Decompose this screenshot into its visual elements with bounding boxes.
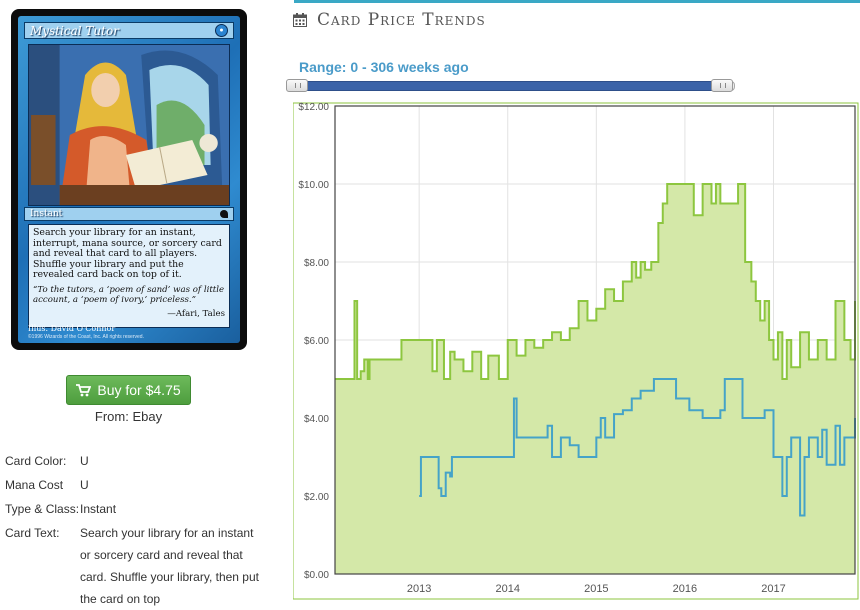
price-trends-header: Card Price Trends [293, 10, 486, 30]
x-tick-label: 2015 [584, 583, 608, 595]
y-axis-ticks: $0.00 $2.00 $4.00 $6.00 $8.00 $10.00 $12.00 [298, 102, 329, 581]
slider-handle-min[interactable] [286, 79, 308, 92]
detail-label: Card Color: [5, 454, 67, 468]
x-tick-label: 2017 [761, 583, 785, 595]
x-tick-label: 2013 [407, 583, 431, 595]
detail-value: Search your library for an instant or so… [80, 526, 259, 606]
y-tick-label: $4.00 [304, 414, 329, 425]
x-axis-ticks: 2013 2014 2015 2016 2017 [407, 583, 786, 595]
detail-value: Instant [80, 502, 117, 516]
y-tick-label: $8.00 [304, 258, 329, 269]
card-name: Mystical Tutor [30, 23, 119, 38]
detail-value: U [80, 454, 89, 468]
card-image: Mystical Tutor ● Instant [11, 9, 247, 350]
range-slider[interactable] [286, 79, 735, 93]
card-details: Card Color: U Mana Cost U Type & Class: … [5, 450, 267, 610]
detail-row-color: Card Color: U [5, 450, 267, 474]
card-type-bar: Instant [24, 207, 234, 221]
series-blue-line [419, 378, 856, 517]
y-tick-label: $0.00 [304, 570, 329, 581]
detail-row-card-text: Card Text: Search your library for an in… [5, 522, 267, 610]
detail-label: Card Text: [5, 526, 60, 540]
slider-handle-max[interactable] [711, 79, 733, 92]
blue-mana-icon: ● [215, 24, 228, 37]
card-artwork [28, 44, 230, 206]
detail-row-mana-cost: Mana Cost U [5, 474, 267, 498]
buy-button-label: Buy for $4.75 [97, 382, 181, 398]
card-illustrator: Illus. David O'Connor [28, 324, 116, 333]
x-tick-label: 2016 [673, 583, 697, 595]
card-flavor-attribution: —Afari, Tales [167, 309, 225, 320]
set-symbol-icon [220, 210, 228, 218]
detail-value: U [80, 478, 89, 492]
buy-button[interactable]: Buy for $4.75 [66, 375, 191, 405]
series-green-line [335, 183, 856, 380]
detail-label: Mana Cost [5, 478, 64, 492]
card-rules-text: Search your library for an instant, inte… [33, 227, 222, 281]
detail-row-type: Type & Class: Instant [5, 498, 267, 522]
card-flavor-text: “To the tutors, a ‘poem of sand’ was of … [33, 284, 225, 305]
series-green-area [335, 184, 855, 574]
y-tick-label: $2.00 [304, 492, 329, 503]
card-text-box: Search your library for an instant, inte… [28, 224, 230, 328]
card-copyright: ©1996 Wizards of the Coast, Inc. All rig… [28, 334, 144, 340]
price-trends-title: Card Price Trends [317, 10, 486, 30]
y-tick-label: $6.00 [304, 336, 329, 347]
section-top-rule [294, 0, 860, 3]
detail-label: Type & Class: [5, 502, 80, 516]
y-tick-label: $12.00 [298, 102, 329, 113]
tutor-illustration [29, 45, 229, 205]
calendar-icon [293, 13, 307, 27]
slider-range-fill [296, 81, 723, 91]
plot-frame [334, 105, 856, 575]
range-label: Range: 0 - 306 weeks ago [299, 59, 469, 75]
card-frame: Mystical Tutor ● Instant [18, 16, 240, 343]
price-source: From: Ebay [94, 409, 163, 424]
price-chart: $0.00 $2.00 $4.00 $6.00 $8.00 $10.00 $12.00 20… [293, 102, 859, 600]
x-tick-label: 2014 [496, 583, 520, 595]
shopping-cart-icon [76, 383, 92, 396]
card-name-bar: Mystical Tutor ● [24, 22, 234, 39]
card-type-line: Instant [30, 209, 63, 219]
y-tick-label: $10.00 [298, 180, 329, 191]
